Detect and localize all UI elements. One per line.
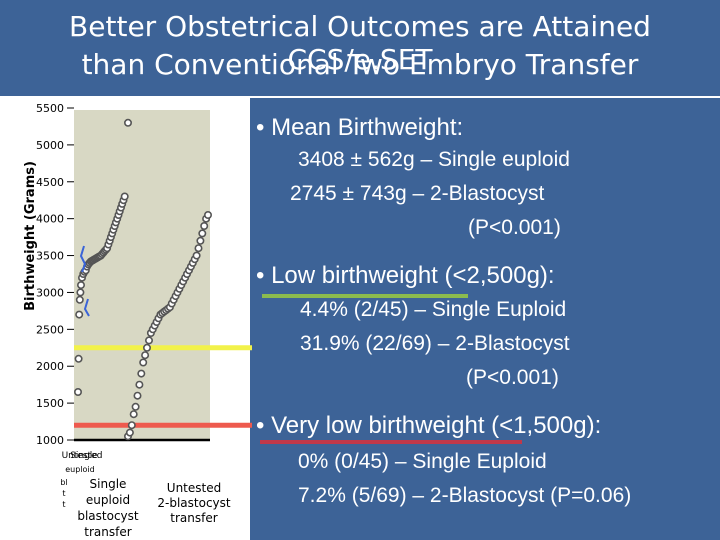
y-tick-label: 3000 (36, 286, 64, 299)
data-point (192, 251, 201, 260)
x-label-clipped-fragment: t (62, 489, 65, 498)
data-point (200, 222, 209, 231)
data-point (141, 351, 150, 360)
data-point (75, 295, 84, 304)
y-tick-label: 4500 (36, 176, 64, 189)
x-label-untested-2-blastocyst-line-1: Untested (167, 481, 221, 495)
very-low-birthweight-underline (260, 440, 522, 444)
data-point (125, 428, 134, 437)
x-label-clipped-fragment: bl (60, 478, 67, 487)
x-label-untested-euploid-line-1: Untested (62, 451, 103, 461)
x-label-single-euploid-line-3: blastocyst (77, 509, 139, 523)
low-single-euploid: 4.4% (2/45) – Single Euploid (300, 298, 567, 321)
y-tick-label: 4000 (36, 213, 64, 226)
x-label-untested-2-blastocyst-line-2: 2-blastocyst (157, 496, 231, 510)
data-point (74, 387, 83, 396)
data-point (124, 118, 133, 127)
blue-marker-lower (83, 298, 90, 317)
y-tick-label: 2000 (36, 360, 64, 373)
x-label-clipped-fragment: t (62, 500, 65, 509)
data-point (120, 192, 129, 201)
mean-p-value: (P<0.001) (468, 216, 561, 239)
low-p-value: (P<0.001) (466, 366, 559, 389)
y-tick-label: 2500 (36, 323, 64, 336)
very-low-two-blastocyst: 7.2% (5/69) – 2-Blastocyst (P=0.06) (298, 484, 632, 507)
data-point (143, 343, 152, 352)
slide-title-line-2: than Conventional Two Embryo Transfer (81, 48, 639, 81)
data-point (194, 244, 203, 253)
y-tick-label: 5500 (36, 102, 64, 115)
mean-two-blastocyst: 2745 ± 743g – 2-Blastocyst (290, 182, 545, 205)
x-label-single-euploid-line-1: Single (90, 477, 127, 491)
low-birthweight-underline (262, 294, 468, 298)
data-point (139, 358, 148, 367)
x-label-single-euploid-line-2: euploid (86, 493, 130, 507)
mean-single-euploid: 3408 ± 562g – Single euploid (298, 148, 570, 171)
data-point (74, 354, 83, 363)
data-point (131, 402, 140, 411)
data-point (204, 211, 213, 220)
data-point (135, 380, 144, 389)
very-low-birthweight-heading: • Very low birthweight (<1,500g): (256, 412, 602, 439)
x-label-single-overlap: Single (70, 451, 98, 461)
data-point (77, 281, 86, 290)
title-bar: Better Obstetrical Outcomes are Attained… (0, 0, 720, 96)
data-point (145, 336, 154, 345)
low-two-blastocyst: 31.9% (22/69) – 2-Blastocyst (300, 332, 570, 355)
findings-panel: • Mean Birthweight: 3408 ± 562g – Single… (250, 98, 720, 540)
data-point (76, 288, 85, 297)
y-tick-label: 1500 (36, 397, 64, 410)
y-tick-label: 1000 (36, 434, 64, 447)
data-point (75, 310, 84, 319)
slide-title-line-1: Better Obstetrical Outcomes are Attained… (69, 10, 651, 76)
y-axis-label: Birthweight (Grams) (23, 161, 38, 311)
blue-marker-upper (79, 245, 87, 273)
x-label-single-euploid-line-4: transfer (84, 525, 131, 539)
data-point (198, 229, 207, 238)
low-birthweight-heading: • Low birthweight (<2,500g): (256, 262, 555, 289)
data-point (137, 369, 146, 378)
x-label-untested-2-blastocyst-line-3: transfer (170, 511, 217, 525)
data-point (127, 421, 136, 430)
y-tick-label: 3500 (36, 250, 64, 263)
birthweight-scatter-chart: 5500 5000 4500 4000 3500 3000 2500 2000 1500 1000… (23, 102, 252, 539)
data-point (196, 236, 205, 245)
mean-birthweight-heading: • Mean Birthweight: (256, 114, 464, 141)
very-low-single-euploid: 0% (0/45) – Single Euploid (298, 450, 547, 473)
x-label-untested-euploid-line-2: euploid (65, 465, 95, 474)
data-point (129, 410, 138, 419)
data-point (133, 391, 142, 400)
y-tick-label: 5000 (36, 139, 64, 152)
